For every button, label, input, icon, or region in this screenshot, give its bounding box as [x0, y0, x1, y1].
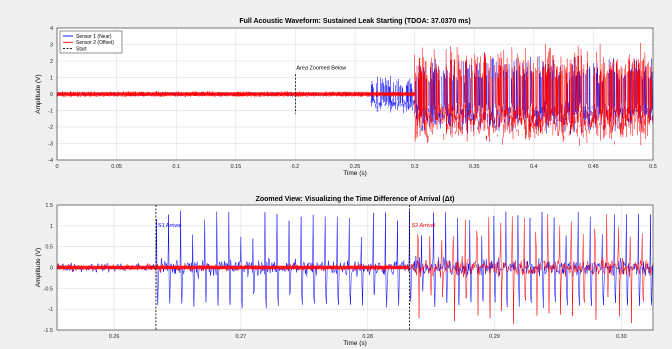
y-tick-label: 0 — [50, 92, 53, 98]
x-tick-label: 0.30 — [616, 334, 627, 340]
x-tick-label: 0.27 — [236, 334, 247, 340]
y-tick-label: 1 — [50, 76, 53, 82]
legend-entry-sensor-2: Sensor 2 (Offset) — [76, 40, 114, 46]
y-tick-label: 2 — [50, 59, 53, 65]
y-tick-label: 0 — [50, 266, 53, 272]
zoomed-view-tick-labels: 0.26 0.27 0.28 0.29 0.30 -1.5 -1 -0.5 0 0.5 1 1.5 — [44, 203, 627, 340]
x-tick-label: 0.05 — [111, 164, 122, 170]
y-tick-label: 1 — [50, 224, 53, 230]
area-zoomed-below-label: Area Zoomed Below — [296, 65, 346, 71]
full-waveform-axes: 0 0.05 0.1 0.15 0.2 0.25 0.3 0.35 0.4 0.45 0.5 -4 -3… — [35, 18, 657, 177]
x-tick-label: 0.45 — [588, 164, 599, 170]
legend: Sensor 1 (Near) Sensor 2 (Offset) Start — [59, 30, 123, 54]
legend-entry-start: Start — [76, 46, 87, 52]
full-waveform-annotation: Area Zoomed Below — [296, 65, 346, 71]
full-waveform-tick-labels: 0 0.05 0.1 0.15 0.2 0.25 0.3 0.35 0.4 0.45 0.5 -4 -3… — [48, 26, 657, 170]
x-tick-label: 0.3 — [411, 164, 419, 170]
zoomed-view-title: Zoomed View: Visualizing the Time Differ… — [256, 196, 455, 203]
y-tick-label: -1 — [48, 307, 53, 313]
x-tick-label: 0.29 — [489, 334, 500, 340]
legend-entry-sensor-1: Sensor 1 (Near) — [76, 34, 112, 40]
y-tick-label: -1 — [48, 109, 53, 115]
x-tick-label: 0.26 — [109, 334, 120, 340]
x-tick-label: 0.5 — [649, 164, 657, 170]
x-tick-label: 0.35 — [469, 164, 480, 170]
zoomed-view-x-axis-label: Time (s) — [343, 340, 367, 347]
full-waveform-frame — [56, 27, 654, 161]
x-tick-label: 0 — [55, 164, 58, 170]
x-tick-label: 0.28 — [362, 334, 373, 340]
y-tick-label: 1.5 — [45, 203, 53, 209]
y-tick-label: -4 — [48, 158, 53, 164]
y-tick-label: -1.5 — [44, 328, 53, 334]
y-tick-label: -0.5 — [44, 286, 53, 292]
x-tick-label: 0.4 — [530, 164, 538, 170]
full-waveform-x-axis-label: Time (s) — [343, 170, 367, 177]
x-tick-label: 0.15 — [230, 164, 241, 170]
zoomed-view-frame — [56, 204, 654, 331]
x-tick-label: 0.1 — [172, 164, 180, 170]
s1-arrival-label: S1 Arrival — [158, 223, 182, 229]
y-tick-label: -2 — [48, 125, 53, 131]
zoomed-view-traces — [56, 205, 654, 330]
full-waveform-y-axis-label: Amplitude (V) — [35, 74, 42, 113]
y-tick-label: 3 — [50, 43, 53, 49]
x-tick-label: 0.2 — [292, 164, 300, 170]
y-tick-label: 4 — [50, 26, 53, 32]
y-tick-label: -3 — [48, 142, 53, 148]
legend-box — [59, 30, 123, 54]
zoomed-view-axes: 0.26 0.27 0.28 0.29 0.30 -1.5 -1 -0.5 0 0.5 1 1.5 Z… — [35, 196, 654, 347]
s2-arrival-label: S2 Arrival — [412, 223, 436, 229]
y-tick-label: 0.5 — [45, 245, 53, 251]
zoomed-view-y-axis-label: Amplitude (V) — [35, 248, 42, 287]
full-waveform-title: Full Acoustic Waveform: Sustained Leak S… — [239, 18, 470, 25]
x-tick-label: 0.25 — [350, 164, 361, 170]
